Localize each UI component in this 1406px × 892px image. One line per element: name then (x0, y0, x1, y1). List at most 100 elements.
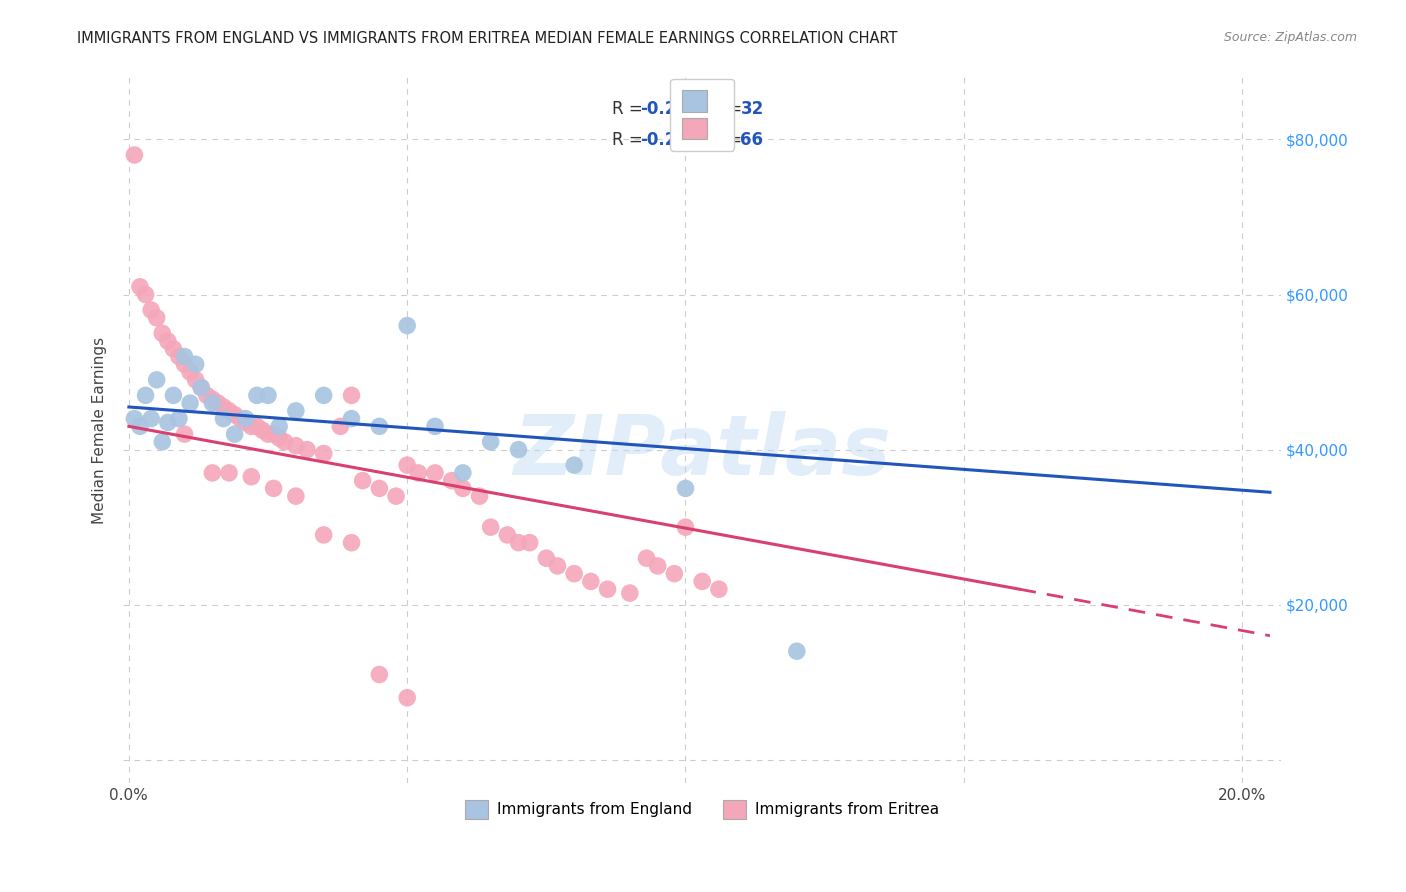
Point (340, 535, 363, 549)
Point (396, 318, 419, 333)
Point (440, 474, 463, 488)
Point (496, 528, 519, 542)
Point (340, 411, 363, 425)
Point (179, 396, 201, 410)
Point (263, 482, 285, 496)
Point (647, 558, 669, 573)
Point (167, 350, 190, 364)
Text: N =: N = (700, 130, 747, 149)
Point (295, 442, 318, 457)
Point (129, 419, 152, 434)
Text: ZIPatlas: ZIPatlas (513, 411, 891, 491)
Point (201, 466, 224, 480)
Point (636, 551, 658, 566)
Point (479, 434, 502, 449)
Point (423, 419, 446, 434)
Point (536, 551, 558, 566)
Point (690, 574, 713, 589)
Point (135, 388, 157, 402)
Point (150, 434, 173, 449)
Point (150, 326, 173, 341)
Point (139, 411, 162, 425)
Point (190, 381, 212, 395)
Point (212, 400, 235, 414)
Point (135, 287, 157, 301)
Point (124, 148, 146, 162)
Point (269, 431, 291, 445)
Point (190, 381, 212, 395)
Point (385, 489, 408, 503)
Point (274, 434, 297, 449)
Point (145, 310, 167, 325)
Point (546, 558, 568, 573)
Point (786, 644, 808, 658)
Legend: Immigrants from England, Immigrants from Eritrea: Immigrants from England, Immigrants from… (460, 794, 945, 825)
Point (352, 474, 374, 488)
Point (368, 667, 391, 681)
Point (596, 582, 619, 597)
Point (519, 535, 541, 549)
Text: -0.274: -0.274 (640, 130, 699, 149)
Point (312, 388, 335, 402)
Point (284, 489, 307, 503)
Text: IMMIGRANTS FROM ENGLAND VS IMMIGRANTS FROM ERITREA MEDIAN FEMALE EARNINGS CORREL: IMMIGRANTS FROM ENGLAND VS IMMIGRANTS FR… (77, 31, 898, 46)
Point (562, 566, 585, 581)
Point (619, 586, 641, 600)
Point (396, 458, 419, 472)
Point (408, 466, 430, 480)
Text: R =: R = (612, 130, 648, 149)
Point (257, 388, 280, 402)
Point (173, 350, 195, 364)
Point (675, 482, 697, 496)
Point (139, 303, 162, 318)
Point (179, 365, 201, 379)
Point (312, 446, 335, 460)
Point (312, 528, 335, 542)
Point (224, 408, 246, 422)
Point (218, 466, 240, 480)
Point (235, 416, 257, 430)
Point (240, 419, 263, 434)
Point (257, 427, 280, 442)
Point (218, 404, 240, 418)
Point (229, 411, 252, 425)
Point (235, 411, 257, 425)
Point (145, 373, 167, 387)
Point (173, 427, 195, 442)
Point (284, 439, 307, 453)
Point (246, 419, 269, 434)
Point (162, 388, 184, 402)
Point (675, 520, 697, 534)
Point (508, 442, 530, 457)
Point (129, 280, 152, 294)
Text: 32: 32 (741, 100, 763, 119)
Point (240, 469, 263, 483)
Text: 66: 66 (741, 130, 763, 149)
Point (468, 489, 491, 503)
Point (124, 411, 146, 425)
Text: R =: R = (612, 100, 648, 119)
Point (707, 582, 730, 597)
Point (212, 411, 235, 425)
Point (451, 466, 474, 480)
Point (184, 357, 207, 371)
Point (396, 690, 419, 705)
Point (173, 357, 195, 371)
Point (156, 334, 179, 348)
Point (167, 411, 190, 425)
Point (479, 520, 502, 534)
Text: -0.240: -0.240 (640, 100, 699, 119)
Point (201, 396, 224, 410)
Point (340, 388, 363, 402)
Point (246, 388, 269, 402)
Point (562, 458, 585, 472)
Point (423, 466, 446, 480)
Y-axis label: Median Female Earnings: Median Female Earnings (93, 336, 107, 524)
Point (284, 404, 307, 418)
Point (263, 427, 285, 442)
Point (368, 482, 391, 496)
Point (508, 535, 530, 549)
Text: N =: N = (700, 100, 747, 119)
Point (451, 482, 474, 496)
Point (156, 416, 179, 430)
